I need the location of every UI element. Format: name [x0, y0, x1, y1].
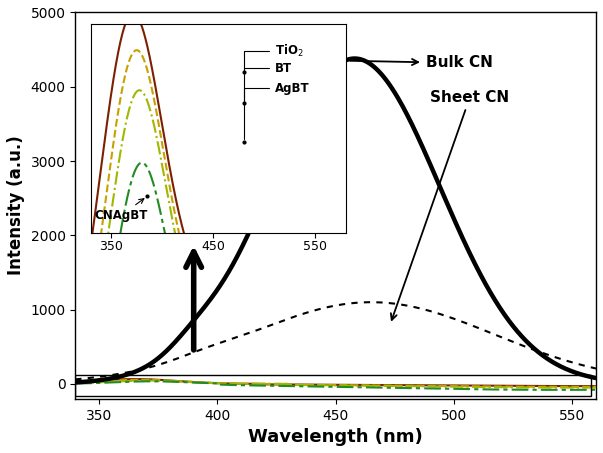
Y-axis label: Intensity (a.u.): Intensity (a.u.) — [7, 136, 25, 275]
X-axis label: Wavelength (nm): Wavelength (nm) — [248, 428, 423, 446]
Bar — [75, 375, 592, 396]
Text: Sheet CN: Sheet CN — [391, 90, 510, 320]
Text: Bulk CN: Bulk CN — [350, 55, 493, 71]
